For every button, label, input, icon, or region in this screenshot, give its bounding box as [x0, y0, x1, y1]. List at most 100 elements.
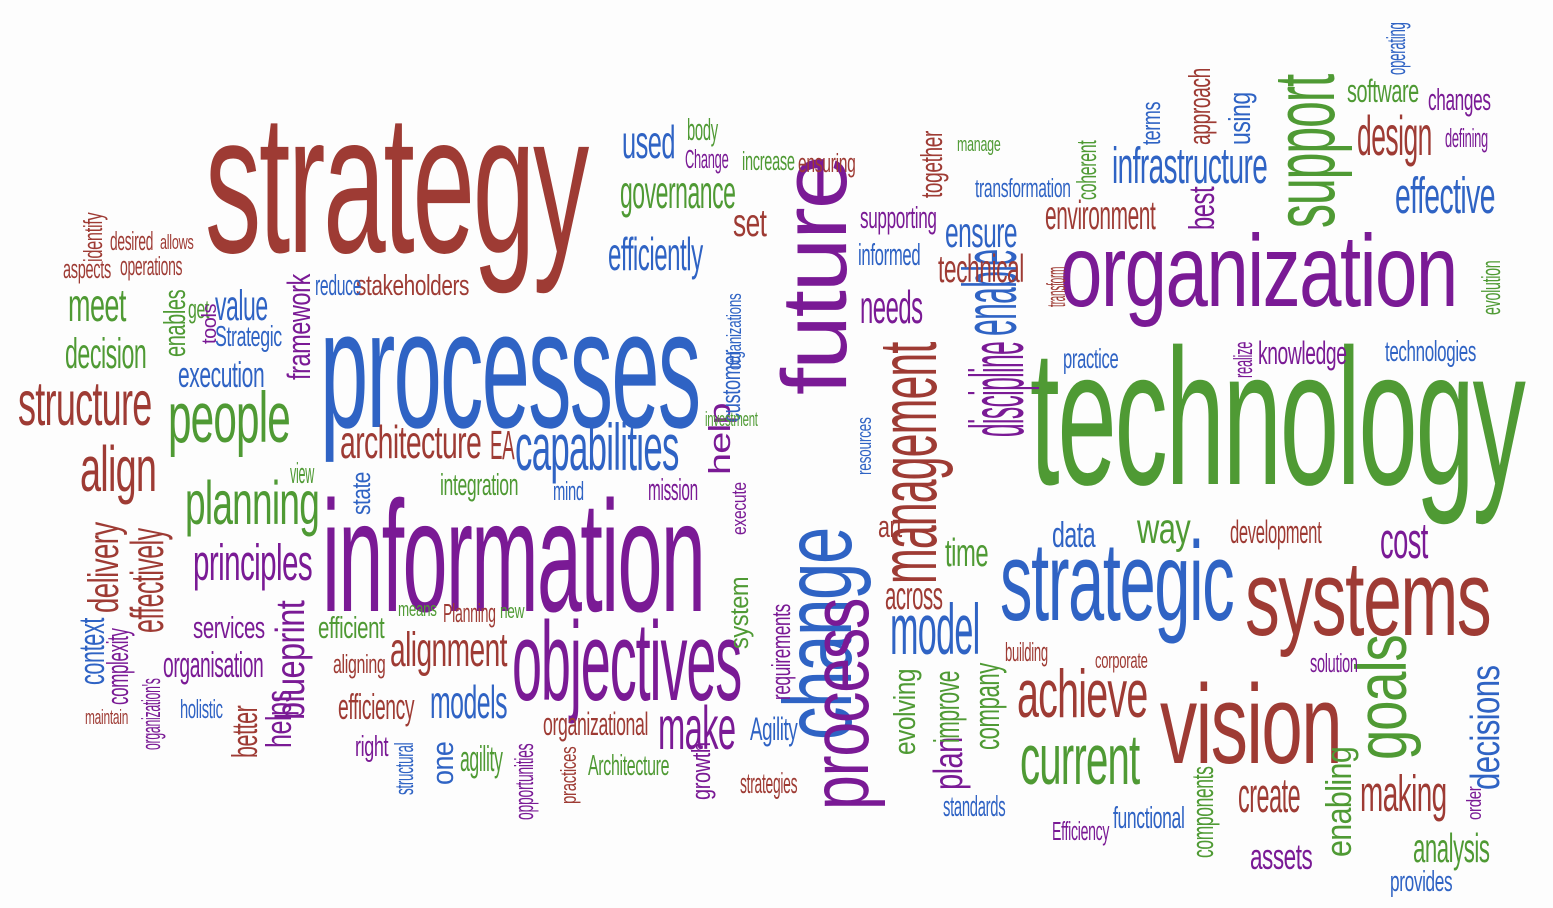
cloud-word-opportunities: opportunities [511, 743, 539, 820]
cloud-word-practice: practice [1063, 343, 1119, 374]
cloud-word-knowledge: knowledge [1258, 334, 1347, 371]
cloud-word-operations: operations [120, 253, 183, 281]
cloud-word-structure: structure [18, 369, 152, 439]
cloud-word-vision: vision [1160, 661, 1343, 787]
cloud-word-operating: operating [1383, 22, 1411, 75]
cloud-word-environment: environment [1045, 192, 1156, 238]
cloud-word-enabling: enabling [1319, 746, 1359, 857]
cloud-word-technology: technology [1030, 310, 1526, 526]
cloud-word-corporate: corporate [1095, 648, 1148, 673]
cloud-word-structural: structural [391, 742, 419, 795]
cloud-word-best: best [1182, 186, 1222, 230]
cloud-word-change: Change [685, 146, 729, 174]
cloud-word-make: make [658, 694, 736, 762]
cloud-word-people: people [168, 378, 291, 458]
cloud-word-alignment: alignment [390, 624, 508, 677]
cloud-word-organization: organization [1060, 214, 1458, 328]
cloud-word-tools: tools [199, 303, 221, 344]
cloud-word-architecture: architecture [340, 416, 482, 468]
cloud-word-models: models [430, 676, 508, 728]
cloud-word-together: together [915, 131, 949, 198]
cloud-word-body: body [687, 113, 718, 147]
cloud-word-management: management [863, 342, 954, 584]
cloud-word-mission: mission [648, 473, 698, 507]
cloud-word-design: design [1357, 104, 1432, 167]
cloud-word-realize: realize [1230, 341, 1258, 378]
cloud-word-better: better [225, 705, 265, 758]
cloud-word-new: new [500, 601, 525, 623]
cloud-word-transform: transform [1043, 266, 1071, 307]
cloud-word-efficiently: efficiently [608, 228, 703, 280]
cloud-word-time: time [945, 532, 989, 575]
cloud-word-using: using [1223, 92, 1257, 145]
cloud-word-solution: solution [1310, 650, 1358, 678]
cloud-word-changes: changes [1428, 83, 1491, 117]
cloud-word-terms: terms [1138, 101, 1166, 145]
cloud-word-aspects: aspects [63, 256, 111, 284]
cloud-word-decisions: decisions [1462, 665, 1508, 790]
cloud-word-organisation: organisation [163, 645, 264, 685]
cloud-word-delivery: delivery [80, 522, 128, 613]
cloud-word-functional: functional [1113, 801, 1185, 835]
cloud-word-way: way [1137, 505, 1191, 553]
cloud-word-architecture: Architecture [588, 750, 670, 782]
cloud-word-means: means [398, 599, 437, 621]
cloud-word-view: view [290, 458, 315, 490]
cloud-word-order: order [1464, 786, 1486, 820]
cloud-word-efficiency: efficiency [338, 687, 415, 727]
cloud-word-data: data [1052, 515, 1096, 555]
cloud-word-ea: EA [490, 422, 515, 468]
cloud-word-used: used [622, 116, 675, 168]
cloud-word-standards: standards [943, 791, 1006, 823]
cloud-word-plan: plan [925, 737, 971, 790]
cloud-word-goals: goals [1342, 635, 1422, 760]
cloud-word-informed: informed [858, 238, 921, 272]
cloud-word-ensuring: ensuring [798, 150, 856, 178]
cloud-word-meet: meet [68, 279, 126, 331]
cloud-word-agility: Agility [750, 710, 798, 747]
cloud-word-infrastructure: infrastructure [1112, 137, 1268, 194]
cloud-word-provides: provides [1390, 866, 1453, 898]
cloud-word-components: components [1186, 766, 1220, 858]
cloud-word-making: making [1360, 765, 1447, 822]
cloud-word-growth: growth [688, 742, 716, 800]
cloud-word-execution: execution [178, 355, 265, 395]
cloud-word-effective: effective [1395, 167, 1495, 224]
cloud-word-reduce: reduce [315, 270, 362, 302]
cloud-word-identify: identify [80, 212, 108, 262]
cloud-word-model: model [890, 590, 980, 670]
cloud-word-defining: defining [1445, 125, 1488, 153]
cloud-word-organizational: organizational [543, 705, 649, 742]
cloud-word-requirements: requirements [768, 604, 796, 700]
cloud-word-systems: systems [1245, 538, 1492, 658]
cloud-word-art: art [878, 510, 902, 544]
cloud-word-across: across [885, 575, 943, 618]
cloud-word-create: create [1238, 769, 1301, 823]
cloud-word-helps: helps [259, 690, 299, 748]
cloud-word-complexity: complexity [101, 628, 135, 705]
cloud-word-state: state [348, 472, 376, 515]
cloud-word-framework: framework [280, 274, 317, 380]
cloud-word-practices: practices [556, 746, 581, 804]
cloud-word-allows: allows [160, 232, 194, 254]
cloud-word-assets: assets [1250, 837, 1313, 877]
cloud-word-support: support [1257, 74, 1353, 228]
cloud-word-holistic: holistic [180, 696, 223, 724]
cloud-word-information: information [322, 468, 706, 645]
cloud-word-strategic: Strategic [215, 321, 282, 353]
cloud-word-agility: agility [460, 739, 503, 779]
cloud-word-evolving: evolving [888, 668, 922, 755]
cloud-word-improve: improve [927, 670, 967, 743]
cloud-word-right: right [355, 731, 389, 763]
cloud-word-organization-s: organization's [138, 678, 166, 750]
cloud-word-building: building [1005, 639, 1048, 667]
cloud-word-align: align [80, 433, 157, 505]
cloud-word-services: services [193, 611, 265, 645]
cloud-word-value: value [215, 282, 268, 330]
cloud-word-transformation: transformation [975, 175, 1071, 203]
cloud-word-capabilities: capabilities [515, 411, 679, 485]
cloud-word-stakeholders: stakeholders [356, 270, 470, 302]
cloud-word-analysis: analysis [1413, 825, 1490, 871]
cloud-word-principles: principles [193, 534, 313, 591]
